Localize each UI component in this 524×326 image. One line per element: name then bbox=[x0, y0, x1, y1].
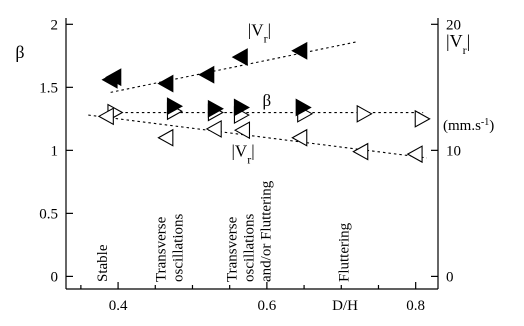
data-point bbox=[157, 74, 174, 93]
x-axis-title: D/H bbox=[332, 298, 358, 314]
regime-label: Fluttering bbox=[337, 222, 353, 282]
y-right-axis-title-sub: r bbox=[463, 43, 467, 57]
data-point bbox=[105, 68, 122, 87]
x-tick-label: 0.6 bbox=[258, 298, 277, 314]
data-point bbox=[207, 99, 224, 118]
series-label: |Vr| bbox=[232, 142, 255, 167]
fit-lines bbox=[88, 41, 427, 159]
x-tick-label: 0.4 bbox=[109, 298, 128, 314]
data-point bbox=[157, 128, 174, 147]
data-point bbox=[291, 41, 308, 60]
annotations: Stable Transverse oscillations Transverse os… bbox=[95, 21, 353, 282]
data-point bbox=[291, 128, 308, 147]
data-point bbox=[166, 97, 184, 116]
data-point bbox=[406, 145, 423, 164]
y-right-axis-units-close: ) bbox=[489, 118, 494, 134]
data-point bbox=[231, 48, 248, 67]
regime-label: Transverse bbox=[153, 216, 169, 282]
regime-label: oscillations bbox=[170, 214, 186, 282]
y-right-axis-title-main: |V bbox=[446, 31, 463, 51]
series-label-close: | bbox=[251, 142, 254, 161]
fit-line bbox=[110, 41, 357, 93]
series-label-sub: r bbox=[264, 32, 268, 46]
y-left-tick-label: 1.5 bbox=[39, 80, 58, 96]
y-right-tick-label: 0 bbox=[446, 269, 454, 285]
y-left-tick-label: 2 bbox=[51, 17, 59, 33]
y-right-tick-label: 20 bbox=[446, 17, 461, 33]
data-point bbox=[233, 121, 251, 140]
data-point bbox=[233, 98, 250, 117]
y-left-axis-title: β bbox=[15, 42, 24, 62]
series-label-main: |V bbox=[232, 142, 248, 161]
regime-label: Stable bbox=[95, 244, 111, 282]
series-label-main: |V bbox=[248, 21, 264, 40]
series-label-sub: r bbox=[247, 153, 251, 167]
series-label: β bbox=[263, 91, 272, 110]
y-right-tick-label: 10 bbox=[446, 143, 461, 159]
data-points bbox=[97, 41, 431, 164]
fit-line bbox=[88, 114, 427, 159]
y-left-tick-label: 0 bbox=[51, 269, 59, 285]
series-label-main: β bbox=[263, 91, 272, 110]
data-point bbox=[295, 98, 312, 117]
data-point bbox=[198, 65, 215, 84]
y-right-axis-title-close: | bbox=[467, 31, 471, 51]
data-point bbox=[205, 119, 222, 138]
data-point bbox=[414, 109, 431, 128]
regime-label: and/or Fluttering bbox=[258, 180, 274, 282]
y-right-axis-units-main: (mm.s bbox=[443, 118, 481, 134]
x-tick-label: 0.8 bbox=[406, 298, 425, 314]
data-point bbox=[356, 104, 373, 123]
series-label: |Vr| bbox=[248, 21, 271, 46]
data-point bbox=[352, 142, 369, 161]
regime-label: Transverse bbox=[224, 216, 240, 282]
regime-label: oscillations bbox=[241, 214, 257, 282]
y-right-axis-units: (mm.s-1) bbox=[443, 117, 494, 135]
y-left-tick-label: 0.5 bbox=[39, 206, 58, 222]
y-right-axis-title: |Vr| bbox=[446, 31, 470, 57]
series-label-close: | bbox=[268, 21, 271, 40]
y-right-axis-units-sup: -1 bbox=[481, 117, 489, 128]
y-left-tick-label: 1 bbox=[51, 143, 59, 159]
data-point bbox=[97, 107, 114, 126]
